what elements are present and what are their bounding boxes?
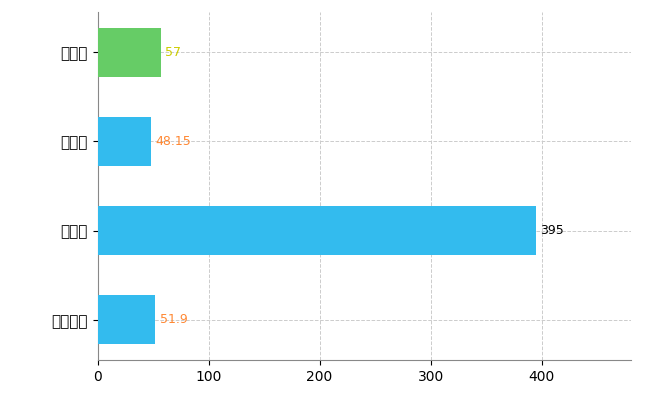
Text: 57: 57: [165, 46, 181, 59]
Text: 51.9: 51.9: [159, 313, 187, 326]
Text: 395: 395: [541, 224, 564, 237]
Bar: [98, 28, 161, 77]
Bar: [98, 295, 155, 344]
Bar: [98, 117, 151, 166]
Text: 48.15: 48.15: [155, 135, 191, 148]
Bar: [98, 206, 536, 255]
